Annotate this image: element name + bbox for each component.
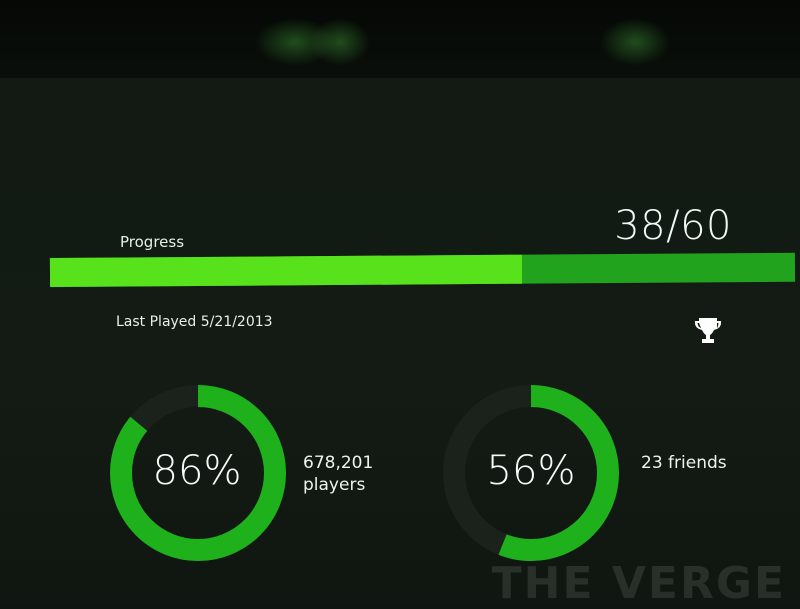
players-count: 678,201	[303, 453, 374, 473]
progress-label: Progress	[120, 233, 185, 251]
progress-count: 38/60	[614, 203, 732, 249]
stage-light	[310, 18, 370, 66]
friends-count-caption: 23 friends	[641, 452, 727, 474]
friends-count: 23 friends	[641, 453, 727, 473]
friends-percentage-ring	[443, 385, 619, 561]
players-percentage-ring	[110, 385, 286, 561]
stage-light	[255, 18, 335, 66]
progress-bar	[49, 252, 796, 287]
ring-progress-arc	[443, 385, 619, 561]
last-played-date: Last Played 5/21/2013	[116, 314, 273, 330]
stage-light	[600, 18, 670, 66]
watermark-logo: THE VERGE	[491, 558, 786, 609]
stage-backdrop	[0, 0, 800, 78]
players-count-caption: 678,201 players	[303, 452, 373, 496]
friends-percentage: 56%	[486, 448, 576, 494]
players-label: players	[303, 475, 366, 495]
progress-bar-fill	[49, 254, 522, 287]
ring-progress-arc	[110, 385, 286, 561]
players-percentage: 86%	[152, 448, 242, 494]
trophy-icon[interactable]	[690, 312, 726, 348]
